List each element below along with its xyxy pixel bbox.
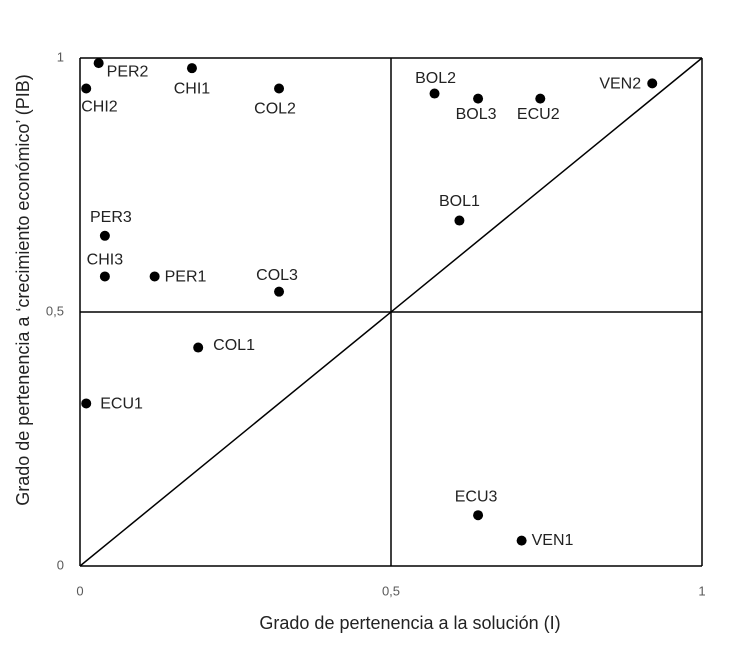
point-label: CHI3 [87, 252, 124, 269]
point-label: BOL3 [456, 106, 497, 123]
point-label: PER3 [90, 209, 132, 226]
point [535, 93, 546, 104]
point-label: CHI2 [81, 99, 118, 116]
point [473, 510, 484, 521]
y-tick-label: 0 [57, 557, 64, 572]
point [193, 342, 204, 353]
y-tick-label: 0,5 [46, 303, 64, 318]
point [81, 83, 92, 94]
x-axis-title: Grado de pertenencia a la solución (I) [259, 613, 560, 633]
point-label: COL3 [256, 267, 298, 284]
point [274, 83, 285, 94]
point-label: ECU1 [100, 396, 143, 413]
point-label: BOL2 [415, 70, 456, 87]
point-label: COL2 [254, 101, 296, 118]
point [149, 271, 160, 282]
x-tick-label: 0 [76, 583, 83, 598]
point-label: BOL1 [439, 193, 480, 210]
point [99, 271, 110, 282]
y-tick-label: 1 [57, 49, 64, 64]
point [473, 93, 484, 104]
point-label: ECU2 [517, 106, 560, 123]
point-label: PER2 [107, 63, 149, 80]
point [81, 398, 92, 409]
point [274, 286, 285, 297]
point [99, 230, 110, 241]
point [516, 535, 527, 546]
point [647, 78, 658, 89]
y-axis-title: Grado de pertenencia a ‘crecimiento econ… [13, 74, 33, 506]
x-tick-label: 0,5 [382, 583, 400, 598]
point-label: VEN1 [532, 532, 574, 549]
point-label: VEN2 [599, 76, 641, 93]
point-label: PER1 [165, 269, 207, 286]
point [454, 215, 465, 226]
point-label: ECU3 [455, 488, 498, 505]
point [429, 88, 440, 99]
point-label: CHI1 [174, 80, 211, 97]
point [93, 58, 104, 69]
point-label: COL1 [213, 337, 255, 354]
x-tick-label: 1 [698, 583, 705, 598]
point [186, 63, 197, 74]
diagonal-line [79, 57, 703, 567]
